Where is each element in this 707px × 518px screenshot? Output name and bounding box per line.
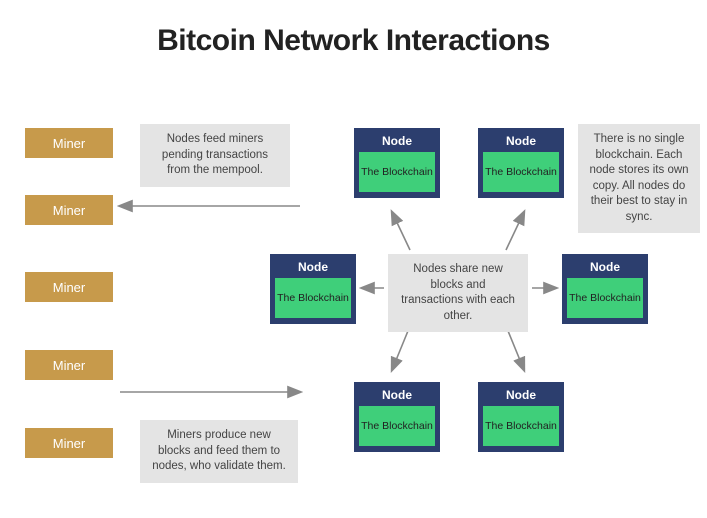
node-title: Node bbox=[298, 260, 328, 274]
note-top_left: Nodes feed miners pending transactions f… bbox=[140, 124, 290, 187]
blockchain-label: The Blockchain bbox=[483, 152, 559, 192]
blockchain-label: The Blockchain bbox=[275, 278, 351, 318]
note-center: Nodes share new blocks and transactions … bbox=[388, 254, 528, 332]
arrow bbox=[506, 326, 524, 370]
node-title: Node bbox=[382, 134, 412, 148]
arrow bbox=[392, 212, 410, 250]
node-title: Node bbox=[590, 260, 620, 274]
blockchain-label: The Blockchain bbox=[359, 152, 435, 192]
blockchain-label: The Blockchain bbox=[483, 406, 559, 446]
node-title: Node bbox=[382, 388, 412, 402]
node-title: Node bbox=[506, 134, 536, 148]
node-title: Node bbox=[506, 388, 536, 402]
page-title: Bitcoin Network Interactions bbox=[0, 24, 707, 58]
node-box: Node The Blockchain bbox=[562, 254, 648, 324]
arrow bbox=[506, 212, 524, 250]
miner-box: Miner bbox=[25, 272, 113, 302]
blockchain-label: The Blockchain bbox=[359, 406, 435, 446]
node-box: Node The Blockchain bbox=[354, 128, 440, 198]
miner-box: Miner bbox=[25, 428, 113, 458]
node-box: Node The Blockchain bbox=[270, 254, 356, 324]
miner-box: Miner bbox=[25, 195, 113, 225]
node-box: Node The Blockchain bbox=[354, 382, 440, 452]
arrow bbox=[392, 326, 410, 370]
blockchain-label: The Blockchain bbox=[567, 278, 643, 318]
note-top_right: There is no single blockchain. Each node… bbox=[578, 124, 700, 233]
miner-box: Miner bbox=[25, 128, 113, 158]
node-box: Node The Blockchain bbox=[478, 382, 564, 452]
note-bottom: Miners produce new blocks and feed them … bbox=[140, 420, 298, 483]
node-box: Node The Blockchain bbox=[478, 128, 564, 198]
miner-box: Miner bbox=[25, 350, 113, 380]
